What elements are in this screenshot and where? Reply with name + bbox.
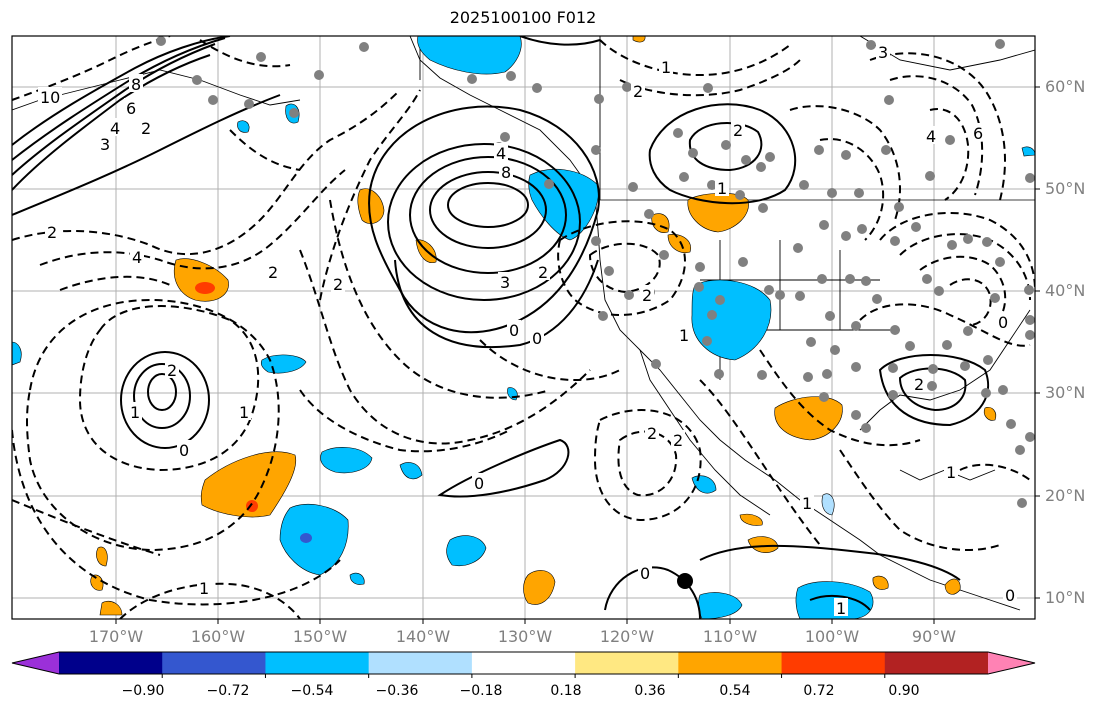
colorbar-tick-label: 0.36: [634, 683, 666, 699]
colorbar-segment: [59, 652, 163, 674]
colorbar-tick-label: 0.18: [550, 683, 582, 699]
svg-text:2: 2: [167, 361, 177, 380]
map-title: 2025100100 F012: [449, 8, 597, 27]
svg-text:6: 6: [126, 99, 136, 118]
colorbar-tick-label: −0.18: [459, 683, 503, 699]
svg-text:0: 0: [532, 329, 542, 348]
lon-label-160w: 160°W: [190, 627, 246, 646]
svg-text:8: 8: [501, 163, 511, 182]
svg-text:3: 3: [878, 43, 888, 62]
svg-text:4: 4: [496, 144, 506, 163]
colorbar-tick-label: 0.90: [888, 683, 920, 699]
lon-label-150w: 150°W: [292, 627, 348, 646]
svg-text:1: 1: [661, 58, 671, 77]
colorbar-segment: [162, 652, 266, 674]
lon-label-120w: 120°W: [599, 627, 655, 646]
svg-text:0: 0: [640, 564, 650, 583]
svg-text:10: 10: [40, 88, 60, 107]
lon-label-100w: 100°W: [804, 627, 860, 646]
lon-label-170w: 170°W: [88, 627, 144, 646]
svg-text:1: 1: [199, 579, 209, 598]
colorbar-segment: [884, 652, 989, 674]
colorbar-tick-label: −0.90: [121, 683, 165, 699]
svg-text:1: 1: [130, 403, 140, 422]
svg-text:0: 0: [998, 313, 1008, 332]
svg-text:1: 1: [239, 403, 249, 422]
lat-label-30n: 30°N: [1045, 383, 1086, 402]
svg-text:2: 2: [538, 263, 548, 282]
colorbar-extend-low: [12, 652, 59, 674]
svg-text:3: 3: [100, 135, 110, 154]
svg-text:0: 0: [509, 321, 519, 340]
position-marker: [677, 573, 693, 589]
lon-label-110w: 110°W: [702, 627, 758, 646]
colorbar-segment: [575, 652, 679, 674]
svg-text:1: 1: [836, 599, 846, 618]
lat-label-40n: 40°N: [1045, 281, 1086, 300]
colorbar-tick-label: −0.72: [206, 683, 250, 699]
lat-label-50n: 50°N: [1045, 179, 1086, 198]
svg-text:0: 0: [1005, 586, 1015, 605]
svg-text:2: 2: [673, 431, 683, 450]
svg-text:8: 8: [131, 75, 141, 94]
colorbar-tick-label: 0.72: [803, 683, 835, 699]
svg-text:4: 4: [132, 248, 142, 267]
svg-text:1: 1: [679, 326, 689, 345]
svg-text:4: 4: [110, 119, 120, 138]
svg-text:2: 2: [733, 121, 743, 140]
lat-label-20n: 20°N: [1045, 486, 1086, 505]
contour-labels: 10 8 6 4 3 2 8 4 3 2 0 0 2 1 0 2 1 0 0 1…: [38, 42, 1017, 618]
svg-text:0: 0: [179, 441, 189, 460]
colorbar-segment: [781, 652, 886, 674]
colorbar-tick-label: 0.54: [719, 683, 751, 699]
map-frame: [11, 35, 1036, 620]
colorbar-outline: [11, 651, 1036, 675]
gridlines: [12, 36, 1035, 619]
svg-text:1: 1: [946, 463, 956, 482]
svg-text:2: 2: [268, 263, 278, 282]
lat-label-10n: 10°N: [1045, 588, 1086, 607]
colorbar-tick-label: −0.54: [290, 683, 334, 699]
lon-label-90w: 90°W: [911, 627, 957, 646]
svg-text:2: 2: [642, 286, 652, 305]
svg-text:1: 1: [802, 494, 812, 513]
svg-text:2: 2: [914, 375, 924, 394]
colorbar-segment: [471, 652, 576, 674]
lon-label-130w: 130°W: [497, 627, 553, 646]
svg-text:2: 2: [633, 82, 643, 101]
axis-ticks: [115, 86, 1040, 624]
lat-label-60n: 60°N: [1045, 77, 1086, 96]
colorbar-extend-high: [988, 652, 1035, 674]
colorbar-segment: [678, 652, 783, 674]
svg-text:2: 2: [333, 275, 343, 294]
svg-text:2: 2: [47, 223, 57, 242]
colorbar-tick-label: −0.36: [375, 683, 419, 699]
svg-text:4: 4: [926, 127, 936, 146]
svg-text:1: 1: [717, 179, 727, 198]
svg-text:6: 6: [973, 124, 983, 143]
colorbar: [11, 651, 1036, 678]
svg-text:2: 2: [647, 424, 657, 443]
colorbar-segment: [265, 652, 370, 674]
svg-text:3: 3: [500, 273, 510, 292]
negative-contours: [12, 36, 1035, 619]
svg-text:2: 2: [141, 119, 151, 138]
map-background: [12, 36, 1035, 619]
colorbar-segment: [368, 652, 473, 674]
lon-label-140w: 140°W: [395, 627, 451, 646]
svg-text:0: 0: [474, 474, 484, 493]
positive-contours: [12, 36, 990, 619]
